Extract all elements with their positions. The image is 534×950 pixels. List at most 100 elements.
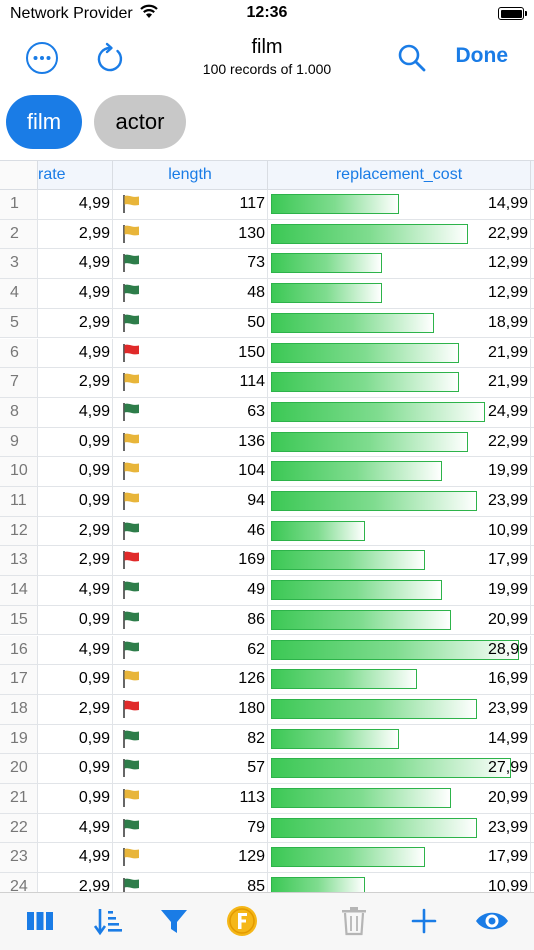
- cell-replacement-cost[interactable]: 21,99: [268, 338, 531, 368]
- table-row[interactable]: 20 0,99 57 27,99: [0, 754, 534, 784]
- formula-button[interactable]: [224, 903, 260, 939]
- table-row[interactable]: 1 4,99 117 14,99: [0, 190, 534, 220]
- cell-rate[interactable]: 0,99: [38, 665, 113, 694]
- table-row[interactable]: 18 2,99 180 23,99: [0, 694, 534, 725]
- cell-rate[interactable]: 0,99: [38, 487, 113, 516]
- cell-rate[interactable]: 4,99: [38, 279, 113, 308]
- cell-replacement-cost[interactable]: 24,99: [268, 397, 531, 427]
- cell-replacement-cost[interactable]: 17,99: [268, 546, 531, 576]
- table-row[interactable]: 3 4,99 73 12,99: [0, 249, 534, 280]
- cell-length[interactable]: 63: [113, 397, 268, 427]
- cell-rate[interactable]: 4,99: [38, 397, 113, 427]
- cell-replacement-cost[interactable]: 14,99: [268, 190, 531, 219]
- cell-replacement-cost[interactable]: 19,99: [268, 457, 531, 486]
- cell-length[interactable]: 113: [113, 784, 268, 813]
- cell-rate[interactable]: 4,99: [38, 576, 113, 605]
- cell-length[interactable]: 104: [113, 457, 268, 486]
- cell-rate[interactable]: 0,99: [38, 724, 113, 754]
- table-row[interactable]: 7 2,99 114 21,99: [0, 368, 534, 398]
- table-row[interactable]: 13 2,99 169 17,99: [0, 546, 534, 577]
- cell-rate[interactable]: 4,99: [38, 813, 113, 843]
- column-header-replacement-cost[interactable]: replacement_cost: [268, 161, 531, 189]
- cell-rate[interactable]: 4,99: [38, 249, 113, 279]
- cell-replacement-cost[interactable]: 23,99: [268, 487, 531, 516]
- search-button[interactable]: [390, 36, 434, 80]
- cell-rate[interactable]: 4,99: [38, 635, 113, 665]
- table-row[interactable]: 22 4,99 79 23,99: [0, 813, 534, 844]
- cell-length[interactable]: 46: [113, 516, 268, 546]
- table-row[interactable]: 11 0,99 94 23,99: [0, 487, 534, 517]
- table-row[interactable]: 5 2,99 50 18,99: [0, 308, 534, 339]
- cell-length[interactable]: 114: [113, 368, 268, 397]
- cell-length[interactable]: 169: [113, 546, 268, 576]
- delete-button[interactable]: [336, 903, 372, 939]
- cell-length[interactable]: 49: [113, 576, 268, 605]
- cell-replacement-cost[interactable]: 12,99: [268, 249, 531, 279]
- cell-rate[interactable]: 2,99: [38, 219, 113, 249]
- cell-rate[interactable]: 2,99: [38, 368, 113, 397]
- cell-length[interactable]: 73: [113, 249, 268, 279]
- cell-length[interactable]: 86: [113, 605, 268, 635]
- cell-replacement-cost[interactable]: 10,99: [268, 873, 531, 892]
- cell-rate[interactable]: 2,99: [38, 873, 113, 892]
- table-row[interactable]: 10 0,99 104 19,99: [0, 457, 534, 487]
- table-row[interactable]: 12 2,99 46 10,99: [0, 516, 534, 547]
- cell-length[interactable]: 94: [113, 487, 268, 516]
- table-row[interactable]: 23 4,99 129 17,99: [0, 843, 534, 874]
- cell-length[interactable]: 57: [113, 754, 268, 783]
- cell-replacement-cost[interactable]: 22,99: [268, 219, 531, 249]
- cell-length[interactable]: 82: [113, 724, 268, 754]
- table-chip-actor[interactable]: actor: [94, 95, 186, 149]
- cell-length[interactable]: 62: [113, 635, 268, 665]
- cell-rate[interactable]: 0,99: [38, 605, 113, 635]
- table-row[interactable]: 4 4,99 48 12,99: [0, 279, 534, 309]
- cell-length[interactable]: 48: [113, 279, 268, 308]
- cell-length[interactable]: 117: [113, 190, 268, 219]
- cell-rate[interactable]: 4,99: [38, 338, 113, 368]
- cell-replacement-cost[interactable]: 10,99: [268, 516, 531, 546]
- cell-replacement-cost[interactable]: 23,99: [268, 694, 531, 724]
- table-row[interactable]: 19 0,99 82 14,99: [0, 724, 534, 755]
- table-row[interactable]: 15 0,99 86 20,99: [0, 605, 534, 636]
- refresh-button[interactable]: [88, 36, 132, 80]
- cell-replacement-cost[interactable]: 12,99: [268, 279, 531, 308]
- table-row[interactable]: 17 0,99 126 16,99: [0, 665, 534, 695]
- cell-rate[interactable]: 2,99: [38, 516, 113, 546]
- table-row[interactable]: 21 0,99 113 20,99: [0, 784, 534, 814]
- cell-replacement-cost[interactable]: 28,99: [268, 635, 531, 665]
- cell-replacement-cost[interactable]: 23,99: [268, 813, 531, 843]
- view-button[interactable]: [474, 903, 510, 939]
- cell-length[interactable]: 85: [113, 873, 268, 892]
- cell-rate[interactable]: 2,99: [38, 308, 113, 338]
- cell-length[interactable]: 150: [113, 338, 268, 368]
- table-chip-film[interactable]: film: [6, 95, 82, 149]
- cell-replacement-cost[interactable]: 14,99: [268, 724, 531, 754]
- table-row[interactable]: 24 2,99 85 10,99: [0, 873, 534, 892]
- cell-replacement-cost[interactable]: 27,99: [268, 754, 531, 783]
- cell-rate[interactable]: 0,99: [38, 784, 113, 813]
- table-row[interactable]: 16 4,99 62 28,99: [0, 635, 534, 666]
- cell-length[interactable]: 136: [113, 427, 268, 457]
- cell-replacement-cost[interactable]: 20,99: [268, 784, 531, 813]
- cell-length[interactable]: 50: [113, 308, 268, 338]
- cell-replacement-cost[interactable]: 22,99: [268, 427, 531, 457]
- table-row[interactable]: 14 4,99 49 19,99: [0, 576, 534, 606]
- filter-button[interactable]: [156, 903, 192, 939]
- cell-replacement-cost[interactable]: 21,99: [268, 368, 531, 397]
- cell-rate[interactable]: 2,99: [38, 546, 113, 576]
- cell-length[interactable]: 79: [113, 813, 268, 843]
- cell-length[interactable]: 180: [113, 694, 268, 724]
- cell-rate[interactable]: 0,99: [38, 457, 113, 486]
- cell-replacement-cost[interactable]: 20,99: [268, 605, 531, 635]
- table-row[interactable]: 6 4,99 150 21,99: [0, 338, 534, 369]
- table-row[interactable]: 8 4,99 63 24,99: [0, 397, 534, 428]
- cell-rate[interactable]: 2,99: [38, 694, 113, 724]
- cell-rate[interactable]: 0,99: [38, 427, 113, 457]
- table-row[interactable]: 2 2,99 130 22,99: [0, 219, 534, 250]
- more-button[interactable]: [20, 36, 64, 80]
- column-header-rate[interactable]: rate: [38, 161, 113, 189]
- cell-length[interactable]: 126: [113, 665, 268, 694]
- cell-length[interactable]: 129: [113, 843, 268, 873]
- cell-length[interactable]: 130: [113, 219, 268, 249]
- cell-replacement-cost[interactable]: 16,99: [268, 665, 531, 694]
